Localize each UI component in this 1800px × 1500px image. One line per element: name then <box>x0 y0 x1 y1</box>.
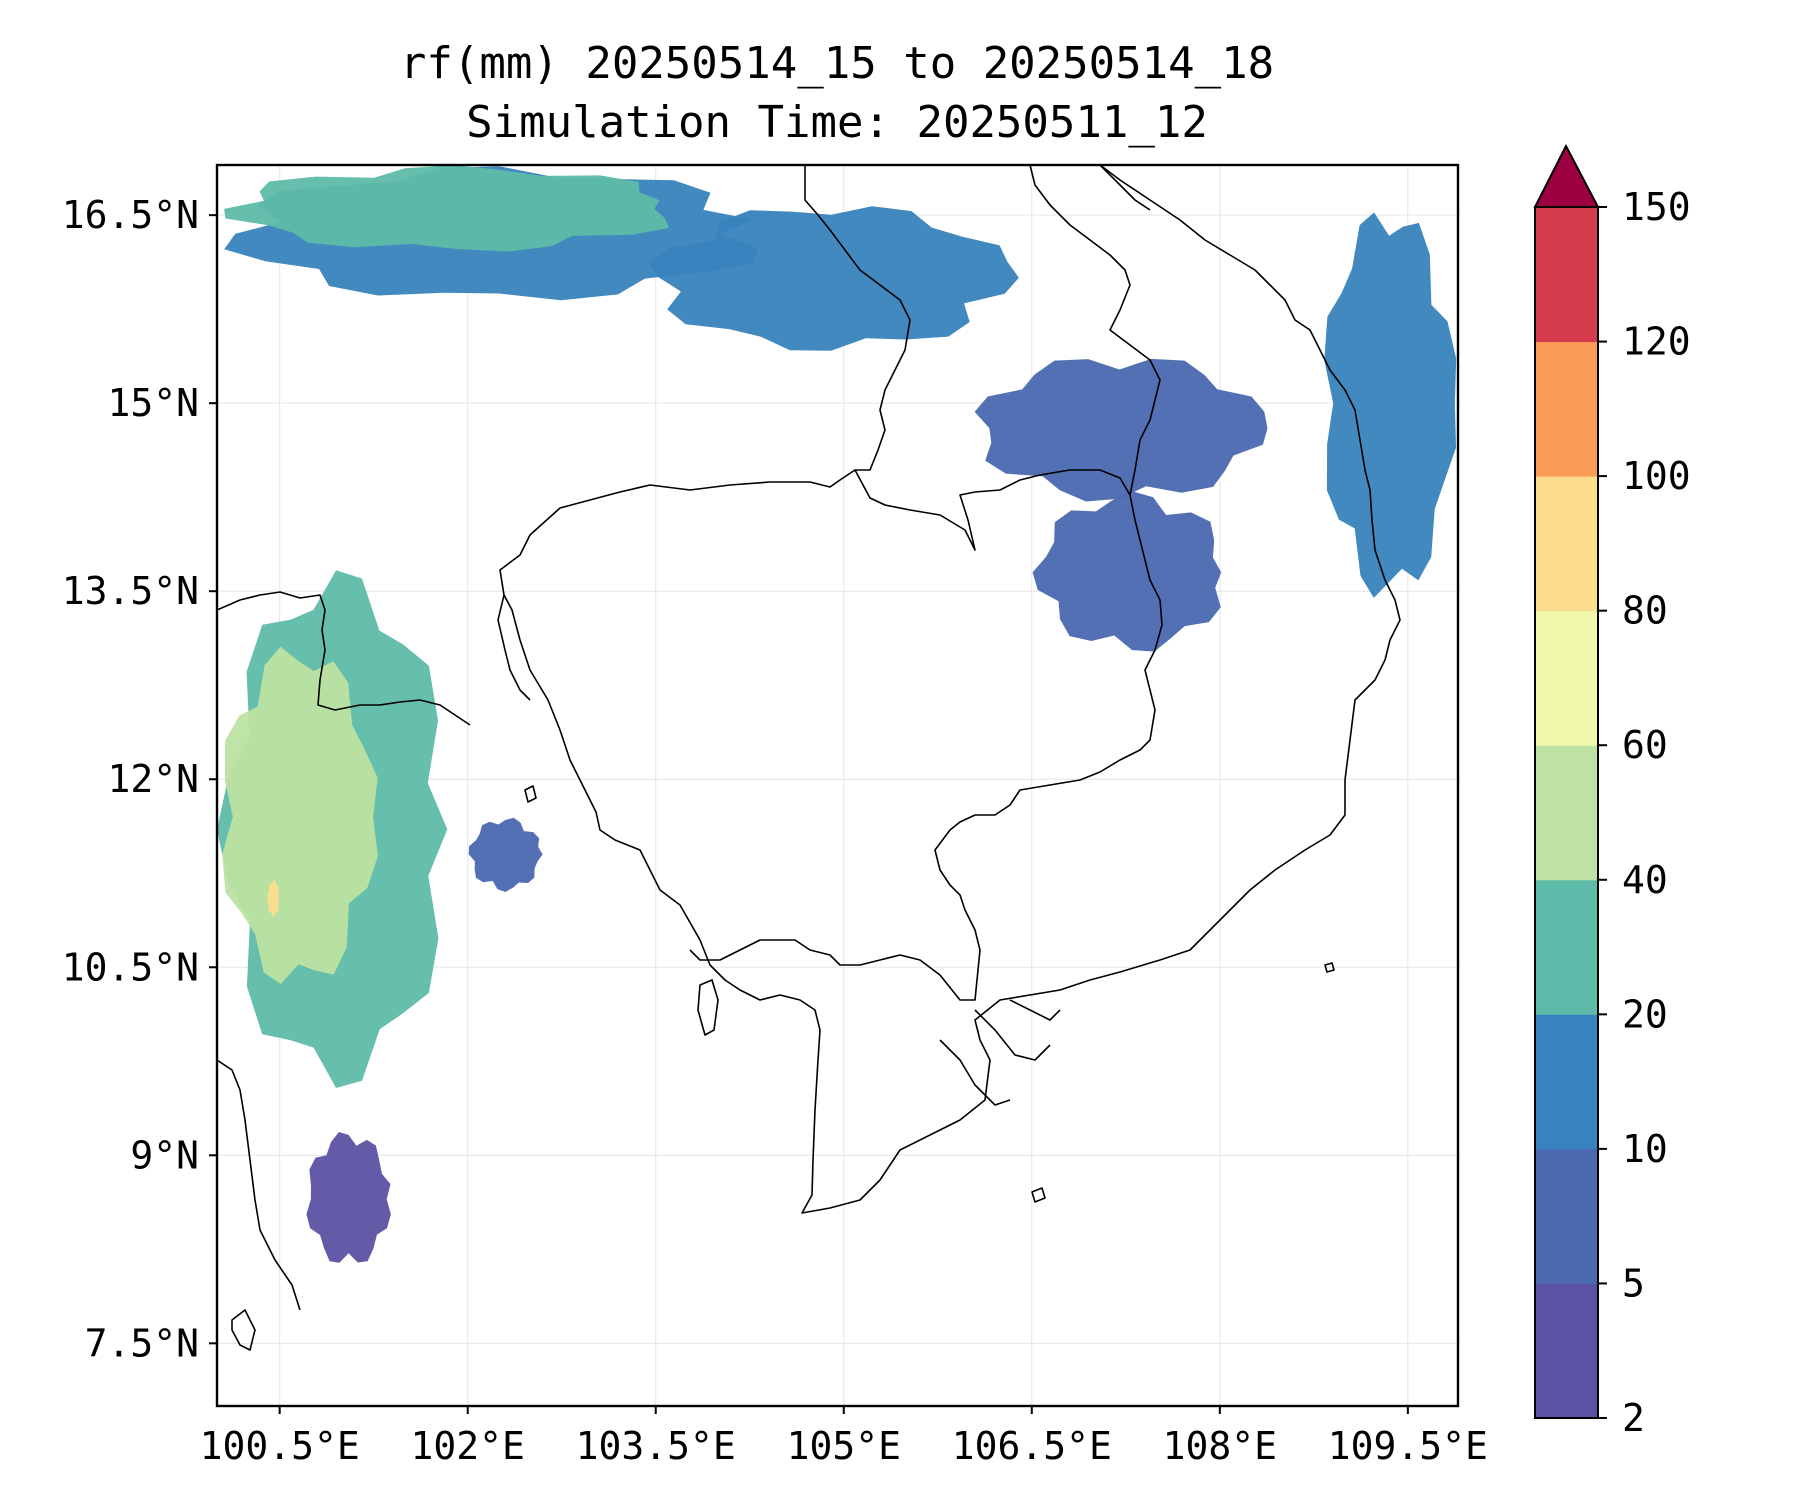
colorbar-tick-label-4: 40 <box>1622 858 1668 902</box>
delta-arm-3 <box>1009 999 1061 1021</box>
colorbar-tick-label-7: 100 <box>1622 454 1691 498</box>
rain-area-west-coast-peak <box>267 880 280 918</box>
rain-area-vietnam-coast <box>1324 212 1457 598</box>
rain-area-southwest-patch <box>306 1132 391 1263</box>
coastline <box>217 165 1401 1351</box>
colorbar: 2 5 10 20 40 60 80 100 120 150 <box>1533 143 1691 1440</box>
title-line-2: Simulation Time: 20250511_12 <box>466 97 1208 148</box>
colorbar-cell-6 <box>1535 476 1598 612</box>
delta-arm-1 <box>939 1039 1011 1106</box>
coastline-west <box>217 1059 301 1311</box>
border-mekong <box>804 165 911 471</box>
y-tick-label-6: 7.5°N <box>85 1321 199 1365</box>
colorbar-cell-8 <box>1535 207 1598 343</box>
colorbar-cells <box>1534 206 1599 1419</box>
x-tick-label-4: 106.5°E <box>952 1424 1112 1468</box>
island-3 <box>1031 1187 1046 1203</box>
border-upper-laos <box>1099 165 1151 211</box>
rain-area-west-coast-core <box>222 646 378 985</box>
x-tick-label-1: 102°E <box>411 1424 525 1468</box>
y-tick-label-2: 13.5°N <box>62 569 199 613</box>
y-tick-label-5: 9°N <box>130 1133 199 1177</box>
coastline-main <box>503 165 1401 1214</box>
island-1 <box>231 1309 256 1351</box>
delta-arm-2 <box>974 1009 1051 1061</box>
y-tick-label-0: 16.5°N <box>62 193 199 237</box>
island-5 <box>524 785 537 803</box>
colorbar-tick-label-2: 10 <box>1622 1127 1668 1171</box>
colorbar-tick-label-1: 5 <box>1622 1261 1645 1305</box>
y-axis-ticks: 16.5°N 15°N 13.5°N 12°N 10.5°N 9°N 7.5°N <box>62 193 217 1365</box>
rainfall-field <box>217 165 1457 1263</box>
colorbar-cell-5 <box>1535 610 1598 746</box>
border-myanmar-thailand <box>217 591 471 726</box>
x-tick-label-6: 109.5°E <box>1328 1424 1488 1468</box>
y-tick-label-4: 10.5°N <box>62 945 199 989</box>
colorbar-tick-label-9: 150 <box>1622 185 1691 229</box>
map-frame <box>215 163 1460 1408</box>
colorbar-cell-0 <box>1535 1283 1598 1419</box>
rain-area-north-band-core <box>224 165 670 252</box>
rain-area-upper-thailand-northeast <box>974 358 1268 502</box>
colorbar-tick-label-8: 120 <box>1622 320 1691 364</box>
title-line-1: rf(mm) 20250514_15 to 20250514_18 <box>400 38 1274 89</box>
colorbar-extend-arrow <box>1533 143 1600 208</box>
map-panel: 100.5°E 102°E 103.5°E 105°E 106.5°E 108°E 109.… <box>62 163 1488 1468</box>
colorbar-cell-2 <box>1535 1014 1598 1150</box>
colorbar-tick-label-5: 60 <box>1622 723 1668 767</box>
y-tick-label-3: 12°N <box>107 757 199 801</box>
colorbar-tick-label-3: 20 <box>1622 992 1668 1036</box>
rain-area-east-of-trat <box>468 817 543 892</box>
x-tick-label-0: 100.5°E <box>200 1424 360 1468</box>
colorbar-cell-3 <box>1535 879 1598 1015</box>
border-laos-vietnam <box>1029 165 1161 496</box>
x-tick-label-3: 105°E <box>787 1424 901 1468</box>
x-tick-label-2: 103.5°E <box>576 1424 736 1468</box>
x-axis-ticks: 100.5°E 102°E 103.5°E 105°E 106.5°E 108°E 109.… <box>200 1406 1488 1468</box>
colorbar-cell-1 <box>1535 1148 1598 1284</box>
colorbar-tick-label-0: 2 <box>1622 1396 1645 1440</box>
colorbar-ticks: 2 5 10 20 40 60 80 100 120 150 <box>1598 185 1691 1440</box>
country-borders <box>217 165 1163 1001</box>
island-4 <box>1324 962 1335 973</box>
rain-area-central-highlands <box>1032 491 1222 652</box>
colorbar-tick-label-6: 80 <box>1622 589 1668 633</box>
border-cambodia <box>499 469 1163 1001</box>
colorbar-cell-7 <box>1535 341 1598 477</box>
rain-area-north-band-laos <box>648 206 1019 351</box>
border-west-thailand <box>497 594 531 701</box>
colorbar-cell-4 <box>1535 745 1598 881</box>
x-tick-label-5: 108°E <box>1163 1424 1277 1468</box>
island-2 <box>697 979 719 1036</box>
y-tick-label-1: 15°N <box>107 381 199 425</box>
